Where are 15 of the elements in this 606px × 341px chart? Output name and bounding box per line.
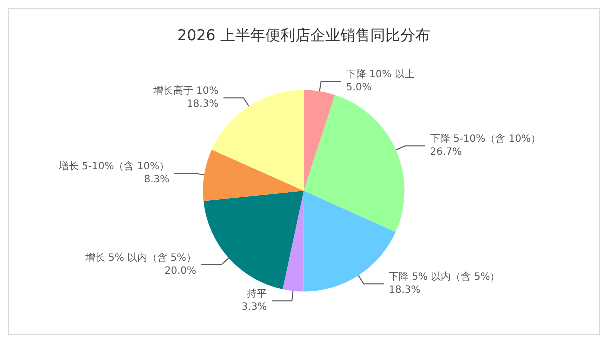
slice-label: 下降 5% 以内（含 5%）: [388, 271, 500, 284]
slice-label: 增长 5-10%（含 10%）: [58, 160, 170, 172]
data-label: 3.3%: [242, 302, 268, 314]
chart-title: 2026 上半年便利店企业销售同比分布: [178, 26, 430, 44]
data-label: 18.3%: [186, 99, 219, 110]
slice-label: 增长 5% 以内（含 5%）: [84, 252, 197, 264]
slice-label: 增长高于 10%: [152, 85, 219, 98]
data-label: 26.7%: [430, 147, 462, 158]
data-label: 20.0%: [164, 266, 197, 277]
slice-label: 下降 10% 以上: [346, 68, 415, 81]
data-label: 5.0%: [346, 82, 372, 94]
slice-label: 下降 5-10%（含 10%）: [430, 133, 542, 146]
data-label: 18.3%: [388, 285, 421, 296]
data-label: 8.3%: [144, 174, 170, 186]
slice-label: 持平: [247, 288, 268, 300]
